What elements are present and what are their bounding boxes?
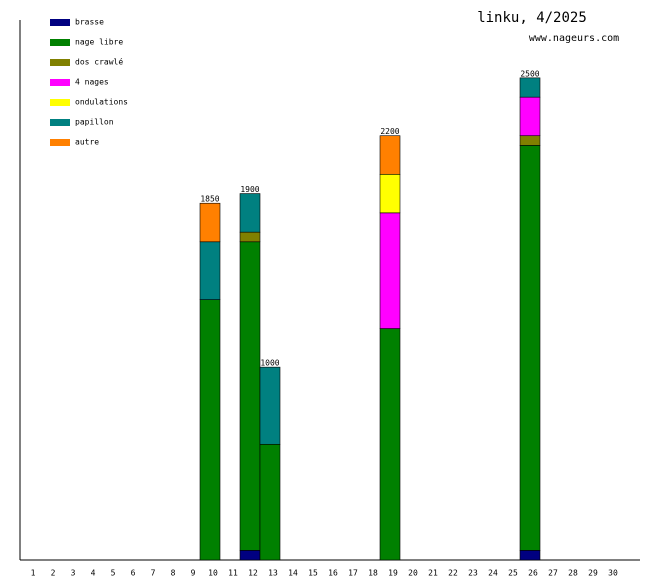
x-tick-label: 22 <box>448 569 458 578</box>
x-tick-label: 23 <box>468 569 478 578</box>
bar-segment <box>379 173 401 214</box>
legend-label: papillon <box>75 118 114 127</box>
total-label: 1900 <box>240 185 259 194</box>
x-tick-label: 15 <box>308 569 318 578</box>
legend-swatch <box>50 59 70 66</box>
bar-segment <box>519 550 541 561</box>
bar-segment <box>379 328 401 561</box>
x-tick-label: 11 <box>228 569 238 578</box>
x-tick-label: 7 <box>151 569 156 578</box>
bar-segment <box>199 241 221 300</box>
bar-segment <box>519 135 541 146</box>
legend-label: nage libre <box>75 38 123 47</box>
legend-label: ondulations <box>75 98 128 107</box>
bar-segment <box>259 366 281 445</box>
legend-swatch <box>50 99 70 106</box>
bar-segment <box>519 145 541 551</box>
x-tick-label: 1 <box>31 569 36 578</box>
chart-title: linku, 4/2025 <box>477 10 587 26</box>
x-tick-label: 21 <box>428 569 438 578</box>
legend-swatch <box>50 19 70 26</box>
x-tick-label: 20 <box>408 569 418 578</box>
bar-segment <box>199 299 221 561</box>
x-tick-label: 12 <box>248 569 258 578</box>
x-tick-label: 9 <box>191 569 196 578</box>
legend-swatch <box>50 39 70 46</box>
x-tick-label: 17 <box>348 569 358 578</box>
total-label: 1850 <box>200 195 219 204</box>
bar-segment <box>379 212 401 329</box>
legend-label: brasse <box>75 18 104 27</box>
x-tick-label: 26 <box>528 569 538 578</box>
chart-subtitle: www.nageurs.com <box>529 33 619 44</box>
x-tick-label: 14 <box>288 569 298 578</box>
x-tick-label: 30 <box>608 569 618 578</box>
x-tick-label: 5 <box>111 569 116 578</box>
total-label: 1000 <box>260 359 279 368</box>
x-tick-label: 13 <box>268 569 278 578</box>
legend-label: 4 nages <box>75 78 109 87</box>
bar-segment <box>519 96 541 137</box>
x-tick-label: 10 <box>208 569 218 578</box>
x-tick-label: 16 <box>328 569 338 578</box>
bar-segment <box>239 241 261 551</box>
legend-label: dos crawlé <box>75 57 123 67</box>
x-tick-label: 28 <box>568 569 578 578</box>
x-tick-label: 24 <box>488 569 498 578</box>
x-tick-label: 8 <box>171 569 176 578</box>
bar-segment <box>259 443 281 561</box>
x-tick-label: 3 <box>71 569 76 578</box>
bar-segment <box>239 231 261 243</box>
x-tick-label: 25 <box>508 569 518 578</box>
bar-segment <box>199 202 221 243</box>
legend-label: autre <box>75 138 99 147</box>
legend-swatch <box>50 139 70 146</box>
x-tick-label: 4 <box>91 569 96 578</box>
bar-segment <box>239 193 261 233</box>
bar-segment <box>239 550 261 561</box>
bar-segment <box>519 77 541 98</box>
legend-swatch <box>50 79 70 86</box>
bar-segment <box>379 135 401 175</box>
legend-swatch <box>50 119 70 126</box>
total-label: 2500 <box>520 69 539 78</box>
x-tick-label: 27 <box>548 569 558 578</box>
total-label: 2200 <box>380 127 399 136</box>
x-tick-label: 6 <box>131 569 136 578</box>
x-tick-label: 2 <box>51 569 56 578</box>
x-tick-label: 29 <box>588 569 598 578</box>
x-tick-label: 19 <box>388 569 398 578</box>
x-tick-label: 18 <box>368 569 378 578</box>
